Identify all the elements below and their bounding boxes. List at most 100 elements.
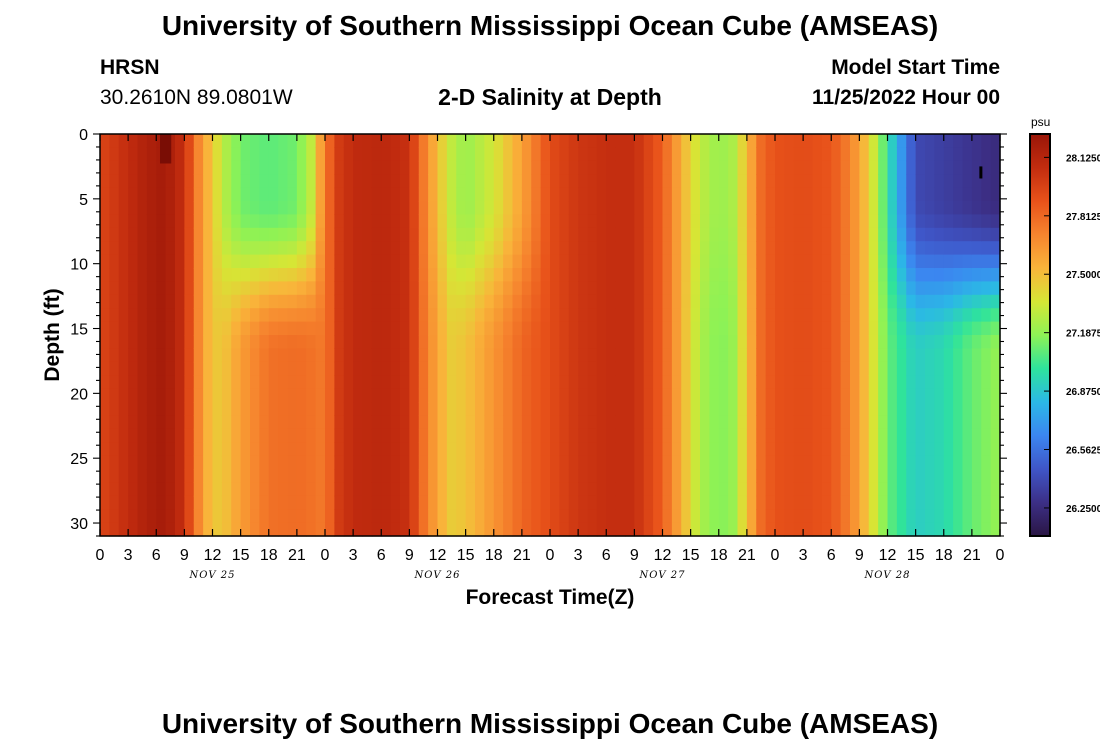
- heatmap-cell: [784, 442, 795, 457]
- heatmap-cell: [231, 268, 242, 282]
- heatmap-cell: [803, 522, 814, 537]
- heatmap-cell: [240, 147, 251, 162]
- heatmap-cell: [165, 375, 176, 390]
- heatmap-cell: [906, 402, 917, 416]
- heatmap-cell: [437, 308, 448, 323]
- heatmap-cell: [784, 201, 795, 215]
- heatmap-cell: [709, 134, 720, 148]
- heatmap-cell: [840, 402, 851, 416]
- heatmap-cell: [465, 415, 476, 430]
- heatmap-cell: [671, 415, 682, 430]
- heatmap-cell: [306, 375, 317, 390]
- heatmap-cell: [175, 335, 185, 349]
- heatmap-cell: [503, 201, 514, 215]
- heatmap-cell: [240, 442, 251, 457]
- heatmap-cell: [184, 187, 195, 202]
- heatmap-cell: [475, 254, 485, 269]
- heatmap-cell: [296, 160, 307, 175]
- heatmap-cell: [915, 428, 926, 443]
- heatmap-cell: [146, 241, 157, 256]
- heatmap-cell: [643, 268, 654, 282]
- heatmap-cell: [278, 160, 289, 175]
- heatmap-cell: [493, 388, 504, 403]
- heatmap-cell: [203, 509, 214, 524]
- heatmap-cell: [353, 147, 364, 162]
- heatmap-cell: [446, 241, 457, 256]
- heatmap-cell: [325, 214, 335, 229]
- heatmap-cell: [371, 321, 382, 336]
- heatmap-cell: [709, 214, 720, 229]
- heatmap-cell: [868, 241, 879, 256]
- heatmap-cell: [700, 402, 710, 416]
- heatmap-cell: [981, 495, 992, 510]
- heatmap-cell: [278, 455, 289, 470]
- heatmap-cell: [568, 402, 579, 416]
- heatmap-cell: [653, 241, 664, 256]
- heatmap-cell: [925, 402, 935, 416]
- heatmap-cell: [765, 482, 776, 497]
- heatmap-cell: [615, 160, 626, 175]
- heatmap-cell: [212, 415, 223, 430]
- heatmap-cell: [400, 308, 410, 323]
- heatmap-cell: [165, 241, 176, 256]
- heatmap-cell: [765, 160, 776, 175]
- x-tick-label: 21: [738, 547, 756, 564]
- heatmap-cell: [428, 522, 439, 537]
- heatmap-cell: [925, 482, 935, 497]
- heatmap-cell: [156, 281, 167, 296]
- heatmap-cell: [156, 361, 167, 376]
- heatmap-cell: [503, 134, 514, 148]
- heatmap-cell: [925, 442, 935, 457]
- heatmap-cell: [371, 469, 382, 483]
- heatmap-cell: [634, 348, 645, 363]
- heatmap-cell: [737, 509, 748, 524]
- heatmap-cell: [596, 321, 607, 336]
- heatmap-cell: [175, 402, 185, 416]
- heatmap-cell: [943, 402, 954, 416]
- heatmap-cell: [362, 214, 373, 229]
- heatmap-cell: [990, 522, 1001, 537]
- heatmap-cell: [634, 201, 645, 215]
- heatmap-cell: [596, 147, 607, 162]
- heatmap-cell: [906, 509, 917, 524]
- heatmap-cell: [953, 482, 964, 497]
- heatmap-cell: [465, 241, 476, 256]
- heatmap-cell: [137, 375, 148, 390]
- heatmap-cell: [390, 428, 401, 443]
- heatmap-cell: [943, 254, 954, 269]
- heatmap-cell: [568, 428, 579, 443]
- x-day-label: NOV 26: [414, 570, 461, 581]
- heatmap-cell: [896, 147, 907, 162]
- heatmap-cell: [475, 147, 485, 162]
- heatmap-cell: [578, 294, 589, 309]
- heatmap-cell: [821, 428, 832, 443]
- heatmap-cell: [746, 281, 757, 296]
- heatmap-cell: [287, 455, 298, 470]
- heatmap-cell: [596, 227, 607, 242]
- heatmap-cell: [831, 160, 842, 175]
- heatmap-cell: [503, 214, 514, 229]
- heatmap-cell: [925, 388, 935, 403]
- heatmap-cell: [175, 428, 185, 443]
- heatmap-cell: [521, 254, 532, 269]
- heatmap-cell: [184, 361, 195, 376]
- heatmap-cell: [137, 415, 148, 430]
- heatmap-cell: [109, 134, 120, 148]
- heatmap-cell: [821, 402, 832, 416]
- heatmap-cell: [250, 455, 260, 470]
- heatmap-cell: [878, 455, 889, 470]
- heatmap-cell: [353, 388, 364, 403]
- heatmap-cell: [775, 469, 785, 483]
- heatmap-cell: [109, 214, 120, 229]
- heatmap-cell: [325, 147, 335, 162]
- heatmap-cell: [934, 482, 945, 497]
- heatmap-cell: [221, 442, 232, 457]
- heatmap-cell: [662, 415, 673, 430]
- heatmap-cell: [521, 214, 532, 229]
- heatmap-cell: [878, 469, 889, 483]
- heatmap-cell: [615, 268, 626, 282]
- heatmap-cell: [203, 294, 214, 309]
- heatmap-cell: [306, 415, 317, 430]
- heatmap-cell: [184, 415, 195, 430]
- heatmap-cell: [465, 147, 476, 162]
